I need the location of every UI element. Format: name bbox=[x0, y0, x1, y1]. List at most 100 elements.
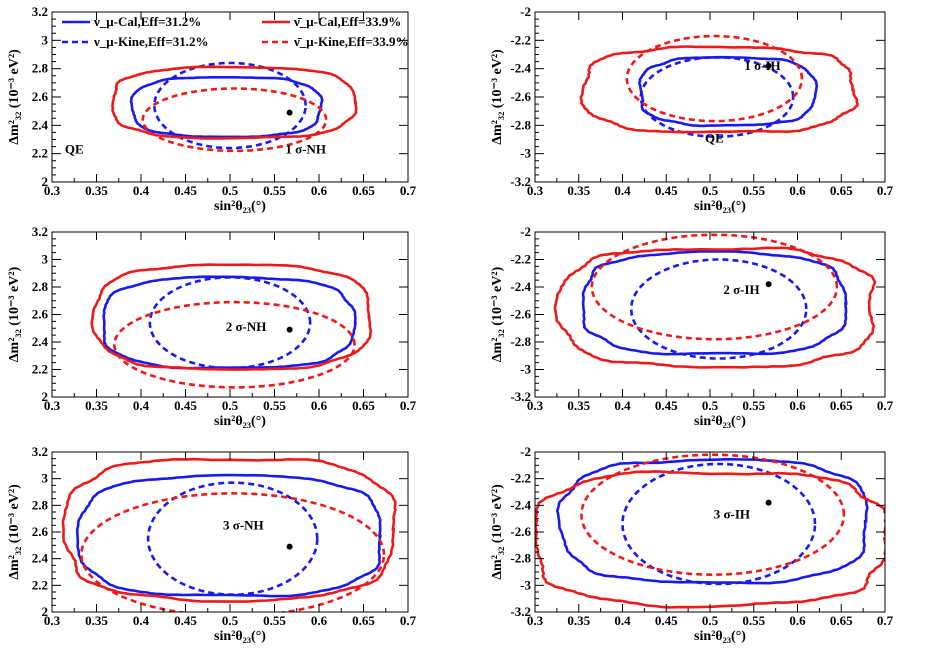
x-tick-label: 0.45 bbox=[655, 613, 678, 628]
x-tick-label: 0.45 bbox=[655, 398, 678, 413]
y-tick-label: 2 bbox=[42, 389, 49, 404]
x-tick-label: 0.3 bbox=[44, 398, 61, 413]
y-tick-label: 2.4 bbox=[32, 334, 49, 349]
best-fit-point bbox=[286, 326, 293, 333]
legend-label-anu-cal: ν̄_μ-Cal,Eff=33.9% bbox=[293, 14, 401, 29]
x-tick-label: 0.5 bbox=[702, 183, 719, 198]
x-tick-label: 0.55 bbox=[263, 398, 286, 413]
x-tick-label: 0.45 bbox=[174, 183, 197, 198]
x-tick-label: 0.55 bbox=[742, 183, 765, 198]
x-tick-label: 0.35 bbox=[85, 183, 108, 198]
x-axis-label: sin²θ₂₃(°) bbox=[694, 629, 746, 644]
best-fit-point bbox=[765, 281, 772, 288]
x-tick-label: 0.6 bbox=[789, 613, 806, 628]
contour-nu-kine bbox=[146, 481, 319, 597]
y-axis-label: Δm²₃₂ (10⁻³ eV²) bbox=[490, 484, 505, 580]
y-tick-label: 2.2 bbox=[32, 146, 48, 161]
y-tick-label: -3.2 bbox=[510, 604, 531, 619]
y-tick-label: -3 bbox=[520, 577, 531, 592]
y-tick-label: 2.8 bbox=[32, 497, 49, 512]
y-tick-label: -2 bbox=[520, 444, 531, 459]
contour-group bbox=[111, 61, 358, 153]
panel-nh-2sigma: 0.3 0.35 0.4 0.45 0.5 0.55 0.6 0.65 0.7 2 2.2 2.4 2.… bbox=[7, 224, 417, 429]
y-tick-label: 2.4 bbox=[32, 117, 49, 132]
x-tick-label: 0.65 bbox=[352, 613, 375, 628]
contour-anu-kine bbox=[580, 453, 846, 577]
y-tick-label: 3.2 bbox=[32, 444, 48, 459]
x-axis-label: sin²θ₂₃(°) bbox=[214, 199, 266, 214]
x-tick-label: 0.3 bbox=[527, 398, 544, 413]
x-tick-label: 0.3 bbox=[44, 183, 61, 198]
y-tick-label: 2.4 bbox=[32, 551, 49, 566]
x-tick-label: 0.4 bbox=[133, 398, 150, 413]
y-tick-label: -2.2 bbox=[510, 252, 531, 267]
contour-anu-cal bbox=[535, 470, 885, 609]
contour-nu-cal bbox=[102, 275, 357, 370]
contour-group bbox=[579, 34, 859, 139]
contour-group bbox=[553, 233, 877, 369]
plot-frame bbox=[534, 11, 886, 183]
y-axis-label: Δm²₃₂ (10⁻³ eV²) bbox=[490, 49, 505, 145]
y-tick-label: 3.2 bbox=[32, 4, 48, 19]
y-tick-label: 3 bbox=[42, 32, 49, 47]
y-tick-label: 3.2 bbox=[32, 224, 48, 239]
panel-annotation: 1 σ-NH bbox=[285, 142, 326, 157]
x-tick-label: 0.3 bbox=[527, 613, 544, 628]
panel-nh-3sigma: 0.3 0.35 0.4 0.45 0.5 0.55 0.6 0.65 0.7 2 2.2 2.4 2.… bbox=[7, 444, 417, 644]
x-tick-label: 0.55 bbox=[263, 613, 286, 628]
contour-nu-kine bbox=[621, 462, 817, 586]
legend-label-nu-kine: ν_μ-Kine,Eff=31.2% bbox=[93, 34, 208, 49]
y-tick-label: -2.2 bbox=[510, 471, 531, 486]
y-tick-label: 2.8 bbox=[32, 61, 49, 76]
y-tick-label: 2.6 bbox=[32, 89, 49, 104]
best-fit-point bbox=[765, 62, 772, 69]
x-tick-label: 0.5 bbox=[222, 398, 239, 413]
panel-annotation: 3 σ-IH bbox=[714, 507, 750, 522]
contour-group bbox=[535, 453, 885, 609]
contour-anu-kine bbox=[141, 87, 328, 153]
y-tick-label: 2.6 bbox=[32, 307, 49, 322]
x-tick-label: 0.3 bbox=[44, 613, 61, 628]
x-axis-label: sin²θ₂₃(°) bbox=[694, 199, 746, 214]
y-tick-label: -2.4 bbox=[510, 61, 531, 76]
x-tick-label: 0.65 bbox=[830, 183, 853, 198]
x-tick-label: 0.65 bbox=[352, 183, 375, 198]
x-tick-label: 0.6 bbox=[789, 183, 806, 198]
contour-anu-kine bbox=[80, 491, 386, 612]
best-fit-point bbox=[286, 109, 293, 116]
y-tick-label: -3 bbox=[520, 146, 531, 161]
y-tick-label: 2 bbox=[42, 174, 49, 189]
x-tick-label: 0.45 bbox=[655, 183, 678, 198]
y-tick-label: -2.8 bbox=[510, 551, 531, 566]
x-tick-label: 0.4 bbox=[614, 613, 631, 628]
x-tick-label: 0.7 bbox=[877, 398, 894, 413]
contour-anu-kine bbox=[112, 300, 356, 389]
y-axis-label: Δm²₃₂ (10⁻³ eV²) bbox=[7, 266, 22, 362]
best-fit-point bbox=[286, 543, 293, 550]
contour-group bbox=[90, 263, 373, 389]
x-tick-label: 0.65 bbox=[830, 398, 853, 413]
contour-anu-cal bbox=[90, 263, 373, 371]
y-tick-label: -2 bbox=[520, 224, 531, 239]
y-tick-label: -3 bbox=[520, 362, 531, 377]
panel-annotation: QE bbox=[705, 130, 724, 145]
x-tick-label: 0.7 bbox=[400, 613, 417, 628]
contour-nu-cal bbox=[581, 250, 848, 356]
contour-nu-cal bbox=[555, 457, 869, 585]
x-tick-label: 0.4 bbox=[614, 398, 631, 413]
x-tick-label: 0.7 bbox=[877, 183, 894, 198]
legend: ν_μ-Cal,Eff=31.2% ν_μ-Kine,Eff=31.2% ν̄_μ-… bbox=[62, 14, 408, 49]
y-tick-label: -3.2 bbox=[510, 174, 531, 189]
contour-nu-cal bbox=[75, 473, 382, 598]
contour-nu-kine bbox=[639, 55, 795, 139]
y-tick-label: 3 bbox=[42, 471, 49, 486]
y-axis-label: Δm²₃₂ (10⁻³ eV²) bbox=[7, 484, 22, 580]
y-tick-label: 2.2 bbox=[32, 362, 48, 377]
x-axis-label: sin²θ₂₃(°) bbox=[694, 414, 746, 429]
x-tick-label: 0.55 bbox=[742, 613, 765, 628]
x-tick-label: 0.5 bbox=[702, 398, 719, 413]
x-tick-label: 0.35 bbox=[567, 183, 590, 198]
x-tick-label: 0.35 bbox=[85, 613, 108, 628]
contour-nu-kine bbox=[152, 61, 307, 150]
x-tick-label: 0.6 bbox=[311, 183, 328, 198]
